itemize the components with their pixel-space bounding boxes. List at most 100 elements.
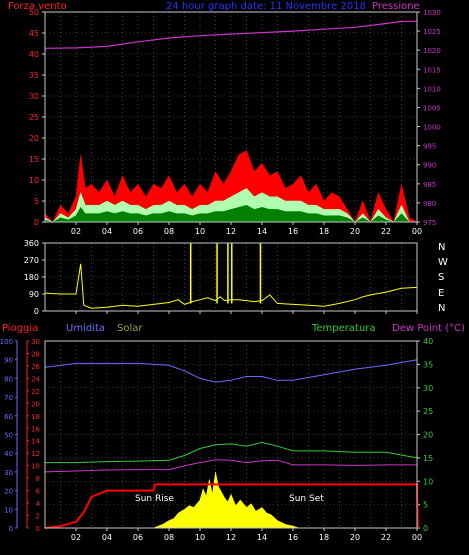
wind-tick-label: 45 (29, 29, 39, 38)
wind-direction-panel: 0 90 180 270 360 (24, 239, 418, 316)
wind-tick-label: 20 (29, 134, 39, 143)
graph-date-title: 24 hour graph date: 11 Novembre 2018 (166, 1, 366, 12)
compass-e: E (438, 288, 444, 299)
humidity-tick-label: 60 (4, 413, 13, 421)
x-tick-label: 18 (319, 227, 329, 236)
pressure-axis-title: Pressione (372, 1, 420, 12)
pressure-tick-label: 995 (423, 143, 436, 151)
x-tick-label: 02 (71, 533, 81, 542)
rain-tick-label: 10 (31, 463, 40, 471)
x-tick-label: 16 (288, 533, 298, 542)
rain-tick-label: 6 (36, 488, 41, 496)
sunset-annotation: Sun Set (289, 494, 324, 504)
temperature-series (45, 441, 418, 464)
temp-tick-label: 30 (423, 384, 433, 393)
solar-series (153, 471, 300, 529)
rain-tick-label: 12 (31, 450, 40, 458)
x-tick-label: 08 (164, 533, 174, 542)
temp-tick-label: 40 (423, 337, 433, 346)
pressure-tick-label: 975 (423, 219, 436, 227)
humidity-tick-label: 10 (4, 506, 13, 514)
rain-tick-label: 16 (31, 425, 40, 433)
wind-tick-label: 35 (29, 71, 39, 80)
pressure-tick-label: 1015 (423, 66, 441, 74)
rain-tick-label: 30 (31, 338, 40, 346)
rain-tick-label: 0 (36, 525, 40, 533)
humidity-tick-label: 100 (0, 338, 13, 346)
dewpoint-legend: Dew Point (°C) (392, 323, 465, 334)
temp-tick-label: 5 (423, 501, 428, 510)
rain-tick-label: 24 (31, 375, 40, 383)
pressure-tick-label: 980 (423, 200, 436, 208)
humidity-tick-label: 20 (4, 488, 13, 496)
humidity-tick-label: 80 (4, 375, 13, 383)
pressure-tick-label: 985 (423, 181, 436, 189)
x-tick-label: 00 (412, 227, 422, 236)
rain-tick-label: 18 (31, 413, 40, 421)
x-tick-label: 00 (412, 533, 422, 542)
rain-tick-label: 28 (31, 350, 40, 358)
humidity-tick-label: 90 (4, 357, 13, 365)
humidity-tick-label: 70 (4, 394, 13, 402)
rain-tick-label: 20 (31, 400, 40, 408)
pressure-tick-label: 990 (423, 162, 436, 170)
rain-tick-label: 14 (31, 438, 40, 446)
humidity-tick-label: 50 (4, 432, 13, 440)
wind-gust-series (44, 150, 418, 223)
rain-tick-label: 8 (36, 475, 40, 483)
humidity-tick-label: 0 (9, 525, 13, 533)
x-tick-label: 18 (319, 533, 329, 542)
humidity-temperature-panel: 0510152025303540010203040506070809010002… (0, 337, 433, 542)
rain-tick-label: 26 (31, 363, 40, 371)
humidity-series (44, 359, 418, 383)
x-tick-label: 10 (195, 227, 205, 236)
wind-average-core (44, 204, 417, 223)
direction-tick-label: 0 (34, 307, 39, 316)
rain-tick-label: 22 (31, 388, 40, 396)
wind-tick-label: 15 (29, 155, 39, 164)
rain-tick-label: 4 (36, 500, 41, 508)
pressure-tick-label: 1000 (423, 124, 441, 132)
temp-tick-label: 25 (423, 407, 433, 416)
rain-tick-label: 2 (36, 513, 40, 521)
pressure-tick-label: 1020 (423, 47, 441, 55)
direction-tick-label: 90 (29, 290, 39, 299)
wind-tick-label: 50 (29, 8, 39, 17)
compass-s: S (438, 272, 444, 283)
temp-tick-label: 15 (423, 454, 433, 463)
wind-tick-label: 30 (29, 92, 39, 101)
temp-tick-label: 0 (423, 524, 428, 533)
x-tick-label: 06 (133, 227, 143, 236)
x-tick-label: 22 (381, 227, 391, 236)
humidity-tick-label: 30 (4, 469, 13, 477)
pressure-series (44, 20, 418, 49)
sunrise-annotation: Sun Rise (135, 494, 174, 504)
pressure-tick-label: 1005 (423, 104, 441, 112)
rain-series (44, 483, 419, 529)
solar-legend: Solar (117, 323, 143, 334)
humidity-tick-label: 40 (4, 450, 13, 458)
x-tick-label: 14 (257, 227, 267, 236)
x-tick-label: 10 (195, 533, 205, 542)
x-tick-label: 02 (71, 227, 81, 236)
dewpoint-series (44, 459, 417, 473)
wind-tick-label: 10 (29, 176, 39, 185)
wind-direction-series (44, 263, 418, 309)
x-tick-label: 12 (226, 533, 236, 542)
x-tick-label: 08 (164, 227, 174, 236)
wind-tick-label: 5 (34, 197, 39, 206)
x-tick-label: 04 (102, 533, 112, 542)
x-tick-label: 22 (381, 533, 391, 542)
temperature-legend: Temperatura (311, 323, 376, 334)
direction-tick-label: 180 (24, 273, 39, 282)
compass-n-bottom: N (438, 303, 445, 314)
temp-tick-label: 35 (423, 360, 433, 369)
pressure-tick-label: 1030 (423, 9, 441, 17)
wind-axis-title: Forza vento (8, 1, 67, 12)
x-tick-label: 06 (133, 533, 143, 542)
direction-tick-label: 270 (24, 256, 39, 265)
humidity-axis-title: Umidita (66, 323, 105, 334)
x-tick-label: 12 (226, 227, 236, 236)
direction-tick-label: 360 (24, 239, 39, 248)
